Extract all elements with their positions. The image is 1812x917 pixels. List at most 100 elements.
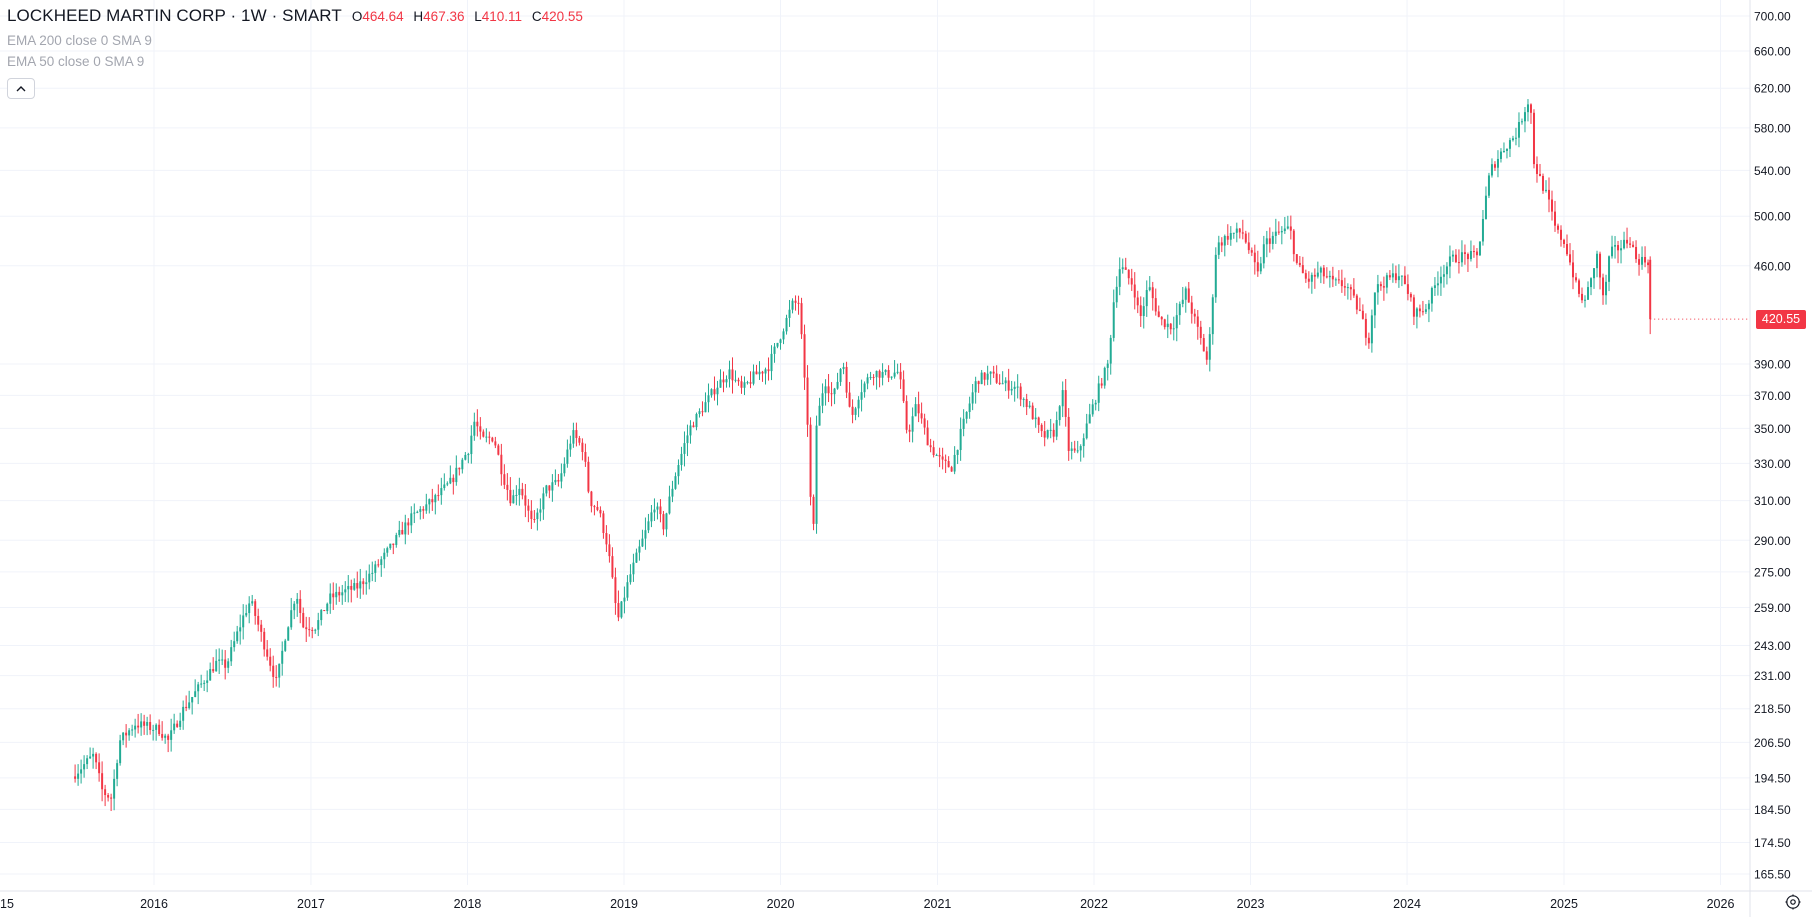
candle-body — [1232, 232, 1235, 234]
candle-body — [590, 491, 593, 507]
candle-body — [878, 370, 881, 378]
candle-body — [1496, 158, 1499, 168]
candle-body — [854, 408, 857, 415]
candle-body — [974, 381, 977, 393]
candle-body — [662, 514, 665, 530]
candle-body — [965, 412, 968, 419]
candle-body — [1611, 246, 1614, 257]
candle-body — [1208, 334, 1211, 360]
candle-body — [1620, 248, 1623, 251]
candle-body — [1647, 262, 1650, 266]
candle-body — [1559, 229, 1562, 240]
candle-body — [842, 366, 845, 370]
candle-body — [647, 521, 650, 531]
candle-body — [1602, 277, 1605, 296]
candle-body — [371, 572, 374, 574]
candle-body — [1295, 254, 1298, 263]
candle-body — [1019, 386, 1022, 400]
candle-body — [398, 529, 401, 536]
candle-body — [587, 461, 590, 492]
candle-body — [683, 443, 686, 454]
gear-icon[interactable] — [1784, 893, 1802, 911]
candle-body — [857, 399, 860, 409]
indicator-ema-200[interactable]: EMA 200 close 0 SMA 9 — [7, 33, 152, 48]
candle-body — [1505, 148, 1508, 151]
candle-body — [308, 629, 311, 631]
candle-body — [551, 482, 554, 491]
candle-body — [299, 598, 302, 613]
candle-body — [452, 477, 455, 483]
y-tick-label: 350.00 — [1754, 422, 1791, 436]
candle-body — [767, 369, 770, 372]
candle-body — [374, 564, 377, 573]
candle-body — [518, 488, 521, 495]
candle-body — [833, 388, 836, 395]
indicator-ema-50[interactable]: EMA 50 close 0 SMA 9 — [7, 54, 145, 69]
candle-body — [1175, 315, 1178, 329]
candle-body — [449, 477, 452, 484]
candle-body — [929, 445, 932, 448]
candle-body — [1238, 228, 1241, 233]
candle-body — [1256, 262, 1259, 272]
candle-body — [569, 443, 572, 450]
candle-body — [170, 730, 173, 740]
candle-body — [302, 612, 305, 628]
collapse-legend-button[interactable] — [7, 78, 35, 99]
candle-body — [1241, 232, 1244, 234]
candle-body — [1553, 211, 1556, 226]
candle-body — [107, 795, 110, 798]
candle-body — [1406, 284, 1409, 294]
candle-body — [923, 418, 926, 428]
candle-body — [365, 582, 368, 585]
candle-body — [845, 366, 848, 393]
candle-body — [563, 463, 566, 474]
candle-body — [980, 372, 983, 385]
candle-body — [494, 441, 497, 446]
candle-body — [743, 382, 746, 388]
candle-body — [461, 459, 464, 470]
candle-body — [1421, 311, 1424, 313]
candle-body — [1220, 242, 1223, 246]
candle-body — [680, 453, 683, 466]
candle-body — [1103, 367, 1106, 386]
candle-body — [113, 778, 116, 799]
candle-body — [866, 377, 869, 384]
candle-body — [881, 372, 884, 378]
candle-body — [212, 669, 215, 672]
candle-body — [407, 522, 410, 526]
candle-body — [116, 763, 119, 779]
candle-body — [428, 499, 431, 505]
candle-body — [173, 723, 176, 731]
high-label: H — [413, 9, 424, 24]
candle-body — [1184, 288, 1187, 300]
candle-body — [389, 543, 392, 549]
candle-body — [512, 495, 515, 504]
candle-body — [1379, 284, 1382, 287]
candle-body — [104, 789, 107, 796]
candle-body — [977, 381, 980, 385]
candle-body — [392, 543, 395, 545]
candle-body — [953, 454, 956, 472]
symbol-title[interactable]: LOCKHEED MARTIN CORP · 1W · SMART — [7, 6, 342, 25]
candle-body — [1478, 241, 1481, 256]
candle-body — [1454, 254, 1457, 263]
candle-body — [800, 303, 803, 335]
candle-body — [80, 769, 83, 774]
candle-body — [638, 546, 641, 553]
candle-body — [1247, 242, 1250, 251]
candle-body — [251, 601, 254, 604]
candle-body — [1584, 299, 1587, 301]
candle-body — [830, 393, 833, 395]
candle-body — [1217, 242, 1220, 255]
candle-body — [995, 373, 998, 383]
candle-body — [1310, 274, 1313, 282]
candle-body — [1605, 281, 1608, 296]
candle-body — [1532, 112, 1535, 165]
candle-body — [776, 342, 779, 347]
candle-body — [320, 610, 323, 621]
candle-body — [677, 465, 680, 477]
y-tick-label: 259.00 — [1754, 601, 1791, 615]
candle-body — [1556, 225, 1559, 230]
